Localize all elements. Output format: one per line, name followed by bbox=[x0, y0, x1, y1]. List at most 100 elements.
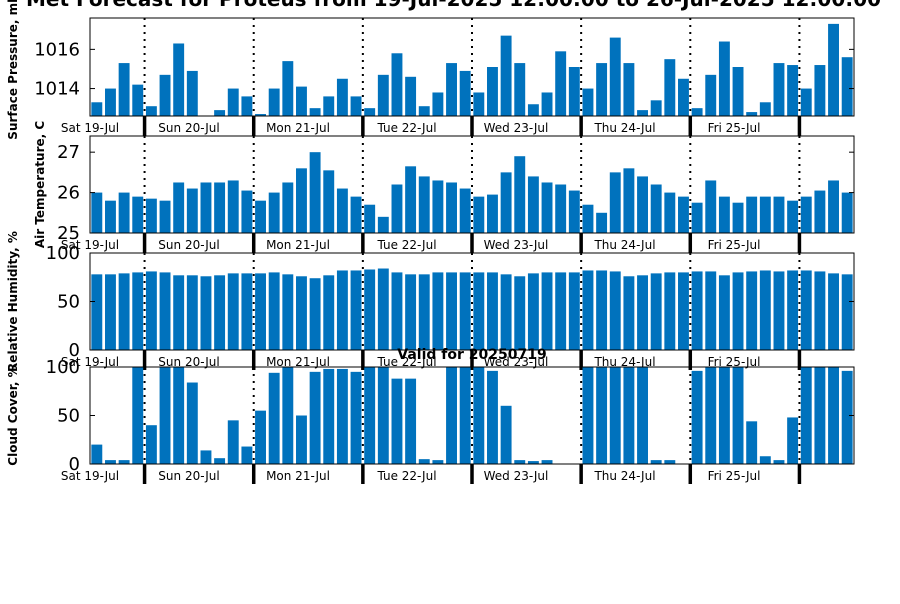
pressure-bar bbox=[432, 92, 444, 116]
pressure-bar bbox=[828, 23, 839, 117]
cloud-cover-bar bbox=[527, 461, 539, 464]
pressure-bar bbox=[459, 70, 471, 116]
cloud-cover-bar bbox=[377, 367, 389, 464]
temperature-bar bbox=[159, 200, 171, 233]
cloud-cover-ytick-label: 100 bbox=[46, 357, 80, 378]
temperature-bar bbox=[500, 172, 512, 233]
temperature-bar bbox=[459, 188, 471, 233]
pressure-bar bbox=[787, 65, 799, 116]
temperature-bar bbox=[405, 166, 417, 233]
humidity-bar bbox=[541, 272, 553, 350]
pressure-bar bbox=[282, 61, 294, 116]
cloud-cover-ytick-label: 0 bbox=[69, 454, 80, 475]
cloud-cover-bar bbox=[241, 446, 253, 464]
humidity-bar bbox=[350, 270, 362, 350]
pressure-bar bbox=[541, 92, 553, 116]
humidity-bar bbox=[459, 272, 471, 350]
pressure-bar bbox=[718, 41, 730, 116]
pressure-bar bbox=[664, 59, 676, 116]
temperature-bar bbox=[623, 168, 635, 233]
humidity-bar bbox=[91, 274, 103, 350]
pressure-bar bbox=[841, 57, 853, 116]
humidity-xtick-label: Sun 20-Jul bbox=[158, 355, 219, 369]
pressure-bar bbox=[446, 63, 457, 116]
cloud-cover-xtick-label: Tue 22-Jul bbox=[376, 469, 436, 483]
pressure-xtick-label: Fri 25-Jul bbox=[708, 121, 761, 135]
pressure-ylabel: Surface Pressure, mb bbox=[6, 0, 20, 140]
humidity-bar bbox=[323, 275, 335, 350]
pressure-bar bbox=[255, 114, 266, 116]
cloud-cover-bar bbox=[487, 370, 498, 464]
temperature-bar bbox=[691, 202, 703, 233]
temperature-ytick-label: 26 bbox=[57, 183, 80, 204]
cloud-cover-bar bbox=[391, 378, 403, 464]
cloud-cover-bar bbox=[91, 444, 103, 464]
pressure-bar bbox=[241, 96, 253, 116]
humidity-bar bbox=[650, 273, 662, 350]
pressure-bar bbox=[105, 88, 116, 116]
cloud-cover-bar bbox=[214, 458, 226, 464]
humidity-bar bbox=[664, 272, 676, 350]
temperature-bar bbox=[173, 182, 185, 233]
humidity-bar bbox=[377, 268, 389, 350]
cloud-cover-ylabel: Cloud Cover, % bbox=[6, 365, 20, 465]
humidity-bar bbox=[145, 271, 157, 350]
cloud-cover-bar bbox=[323, 368, 335, 464]
humidity-bar bbox=[623, 276, 635, 350]
humidity-bar bbox=[118, 273, 130, 350]
humidity-bar bbox=[255, 273, 266, 350]
pressure-bar bbox=[527, 104, 539, 116]
pressure-xtick-label: Mon 21-Jul bbox=[266, 121, 330, 135]
pressure-bar bbox=[814, 65, 826, 116]
pressure-bar bbox=[637, 110, 648, 116]
humidity-bar bbox=[705, 271, 717, 350]
pressure-bar bbox=[582, 88, 594, 116]
pressure-bar bbox=[773, 63, 785, 116]
cloud-cover-xtick-label: Fri 25-Jul bbox=[708, 469, 761, 483]
cloud-cover-xtick-label: Wed 23-Jul bbox=[484, 469, 549, 483]
humidity-bar bbox=[773, 271, 785, 350]
temperature-bar bbox=[323, 170, 335, 233]
temperature-bar bbox=[650, 184, 662, 233]
cloud-cover-bar bbox=[255, 410, 266, 464]
pressure-bar bbox=[514, 63, 526, 116]
temperature-bar bbox=[473, 196, 485, 233]
pressure-panel: 1014 1016 Sat 19-Jul Sun 20-Jul Mon 21-Jul Tu… bbox=[6, 0, 855, 140]
temperature-bar bbox=[800, 196, 812, 233]
cloud-cover-bar bbox=[623, 367, 635, 464]
pressure-bar bbox=[500, 35, 512, 116]
humidity-ytick-label: 50 bbox=[57, 292, 80, 313]
temperature-bar bbox=[391, 184, 403, 233]
temperature-bar bbox=[568, 190, 580, 233]
cloud-cover-bar bbox=[418, 459, 430, 464]
temperature-bar bbox=[432, 180, 444, 233]
cloud-cover-bar bbox=[227, 420, 239, 464]
pressure-ytick-label: 1016 bbox=[34, 39, 80, 60]
figure-title: Met Forecast for Proteus from 19-Jul-202… bbox=[26, 0, 881, 11]
cloud-cover-bar bbox=[118, 460, 130, 464]
humidity-bar bbox=[309, 278, 321, 350]
humidity-bar bbox=[227, 273, 239, 350]
pressure-xtick-label: Wed 23-Jul bbox=[484, 121, 549, 135]
pressure-bar bbox=[323, 96, 335, 116]
humidity-bar bbox=[568, 272, 580, 350]
temperature-ytick-label: 27 bbox=[57, 142, 80, 163]
pressure-bar bbox=[691, 108, 703, 116]
pressure-bar bbox=[214, 110, 226, 116]
humidity-bars bbox=[91, 268, 853, 350]
cloud-cover-bar bbox=[582, 367, 594, 464]
humidity-bar bbox=[173, 275, 185, 350]
temperature-bar bbox=[527, 176, 539, 233]
cloud-cover-bar bbox=[432, 460, 444, 464]
temperature-bar bbox=[282, 182, 294, 233]
pressure-bar bbox=[336, 78, 348, 116]
humidity-bar bbox=[336, 270, 348, 350]
pressure-bar bbox=[555, 51, 567, 116]
cloud-cover-bar bbox=[282, 367, 294, 464]
humidity-bar bbox=[405, 274, 417, 350]
humidity-bar bbox=[268, 272, 280, 350]
humidity-bar bbox=[432, 272, 444, 350]
